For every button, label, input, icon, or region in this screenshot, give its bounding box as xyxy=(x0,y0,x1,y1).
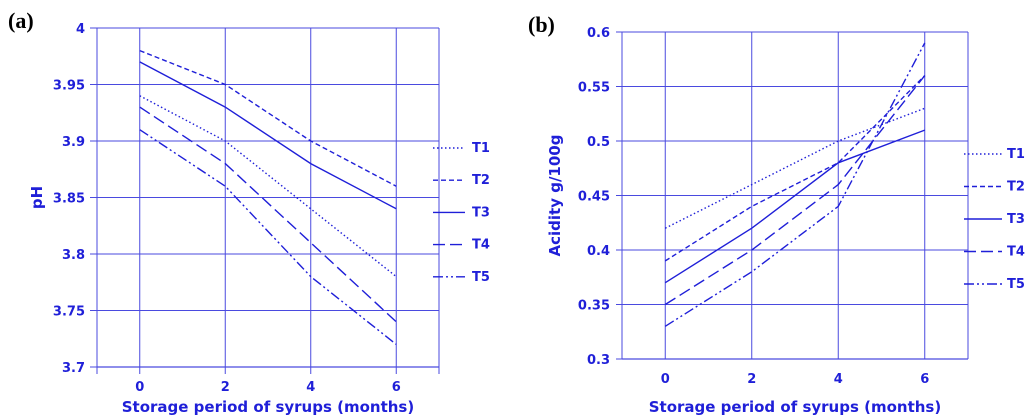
panel-a-x-tick-label: 2 xyxy=(221,380,230,395)
panel-b-x-tick-label: 2 xyxy=(747,372,756,387)
panel-b-legend-label-t1: T1 xyxy=(1007,147,1025,162)
panel-b-series-t1-line xyxy=(664,107,925,229)
panel-a-series-t4-line xyxy=(139,106,397,323)
panel-b-y-axis-title: Acidity g/100g xyxy=(546,135,564,257)
panel-a-y-tick-label: 3.95 xyxy=(53,79,85,94)
panel-a-y-tick-label: 3.85 xyxy=(53,192,85,207)
panel-a-letter: (a) xyxy=(8,8,34,33)
panel-b-x-tick-label: 0 xyxy=(661,372,670,387)
panel-a-y-axis-title: pH xyxy=(28,186,46,209)
panel-a-legend-label-t4: T4 xyxy=(472,238,490,253)
panel-a-series-t1-line xyxy=(139,95,397,278)
panel-a-y-tick-label: 4 xyxy=(76,22,85,37)
panel-b-series-t3-line xyxy=(664,129,925,284)
panel-a-legend-label-t5: T5 xyxy=(472,270,490,285)
panel-b-y-tick-label: 0.3 xyxy=(587,353,610,368)
panel-b-y-tick-label: 0.35 xyxy=(578,299,610,314)
panel-b-y-tick-label: 0.55 xyxy=(578,81,610,96)
panel-a-legend-label-t2: T2 xyxy=(472,173,490,188)
panel-b-legend-label-t2: T2 xyxy=(1007,180,1025,195)
panel-b-legend-label-t3: T3 xyxy=(1007,212,1025,227)
panel-b-x-tick-label: 6 xyxy=(920,372,929,387)
panel-a-legend-label-t3: T3 xyxy=(472,205,490,220)
panel-b-x-axis-title: Storage period of syrups (months) xyxy=(649,398,941,416)
panel-a-x-tick-label: 6 xyxy=(392,380,401,395)
panel-a-series-t5-line xyxy=(139,129,397,345)
panel-b-y-tick-label: 0.5 xyxy=(587,135,610,150)
panel-b-x-tick-label: 4 xyxy=(834,372,843,387)
panel-a-legend-label-t1: T1 xyxy=(472,141,490,156)
panel-a-y-tick-label: 3.7 xyxy=(62,361,85,376)
panel-a-x-axis-title: Storage period of syrups (months) xyxy=(122,398,414,416)
panel-b-legend-label-t4: T4 xyxy=(1007,245,1025,260)
panel-b-legend-label-t5: T5 xyxy=(1007,277,1025,292)
panel-b-series-t4-line xyxy=(664,75,926,306)
panel-a-x-tick-label: 4 xyxy=(306,380,315,395)
panel-a-y-tick-label: 3.9 xyxy=(62,135,85,150)
panel-b-letter: (b) xyxy=(528,12,555,37)
panel-a-x-tick-label: 0 xyxy=(135,380,144,395)
panel-b-y-tick-label: 0.6 xyxy=(587,26,610,41)
panel-a-series-t3-line xyxy=(139,61,397,210)
panel-b-series-t5-line xyxy=(664,42,926,327)
panel-b-series-t2-line xyxy=(664,75,926,262)
panel-a-y-tick-label: 3.75 xyxy=(53,305,85,320)
panel-a-series-t2-line xyxy=(139,49,397,187)
panel-b-y-tick-label: 0.4 xyxy=(587,244,610,259)
panel-b-y-tick-label: 0.45 xyxy=(578,190,610,205)
panel-a-y-tick-label: 3.8 xyxy=(62,248,85,263)
